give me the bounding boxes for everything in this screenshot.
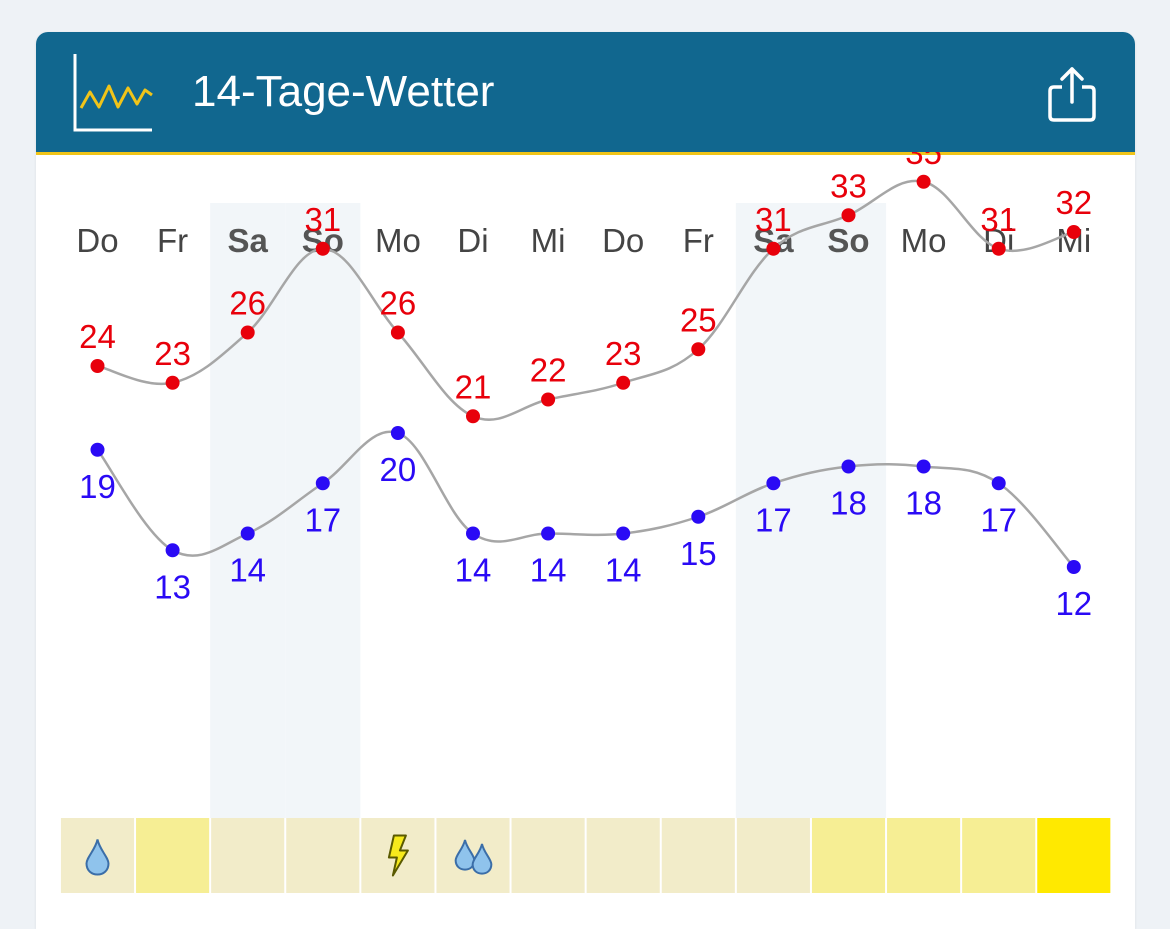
- max-temp-label: 21: [455, 368, 492, 405]
- min-temp-label: 17: [980, 501, 1017, 538]
- weather-cell: [211, 818, 285, 893]
- min-temp-label: 19: [79, 468, 116, 505]
- day-label: Fr: [683, 222, 714, 259]
- weekend-band: [735, 203, 811, 818]
- card-header: 14-Tage-Wetter: [36, 32, 1135, 155]
- min-temp-point: [691, 509, 706, 524]
- max-temp-point: [466, 409, 480, 424]
- max-temp-label: 23: [605, 335, 642, 372]
- min-temp-label: 18: [830, 485, 867, 522]
- min-temp-label: 17: [304, 501, 341, 538]
- max-temp-label: 22: [530, 352, 567, 389]
- max-temp-point: [691, 342, 706, 357]
- max-temp-point: [616, 375, 631, 390]
- max-temp-point: [916, 174, 931, 189]
- max-temp-point: [541, 392, 556, 407]
- weather-cell: [962, 818, 1036, 893]
- day-label: Fr: [157, 222, 188, 259]
- max-temp-point: [390, 325, 405, 340]
- max-temp-label: 31: [755, 201, 792, 238]
- max-temp-point: [240, 325, 255, 340]
- weekend-band: [285, 203, 361, 818]
- min-temp-point: [90, 442, 105, 457]
- day-label: Mo: [901, 222, 947, 259]
- raindrop-icon: [454, 839, 476, 871]
- max-temp-label: 26: [380, 285, 417, 322]
- min-temp-point: [616, 526, 631, 541]
- min-temp-point: [541, 526, 556, 541]
- max-temp-point: [90, 359, 105, 373]
- min-temp-point: [466, 526, 480, 541]
- weather-cell: [1037, 818, 1111, 893]
- min-temp-point: [240, 526, 255, 541]
- day-label: Do: [602, 222, 644, 259]
- max-temp-label: 26: [229, 285, 266, 322]
- min-temp-label: 14: [455, 552, 492, 589]
- max-temp-point: [165, 375, 180, 390]
- weekend-band: [810, 203, 887, 818]
- lightning-icon: [387, 834, 409, 877]
- day-label: Mo: [375, 222, 421, 259]
- min-temp-label: 14: [530, 552, 567, 589]
- temperature-chart: Do Fr Sa So Mo Di Mi Do Fr Sa So Mo Di Mi 24 232631262…: [60, 152, 1111, 893]
- min-temp-label: 13: [154, 568, 191, 605]
- max-temp-point: [841, 208, 856, 223]
- max-temp-label: 23: [154, 335, 191, 372]
- min-temp-label: 20: [380, 451, 417, 488]
- max-temp-point: [766, 241, 781, 256]
- max-temp-point: [315, 241, 330, 256]
- min-temp-point: [390, 426, 405, 440]
- weather-cell: [887, 818, 961, 893]
- share-icon[interactable]: [1046, 64, 1098, 124]
- page-title: 14-Tage-Wetter: [192, 67, 495, 116]
- min-temp-point: [991, 476, 1006, 491]
- weekend-band: [210, 203, 286, 818]
- weather-cell: [586, 818, 660, 893]
- weather-card: 14-Tage-Wetter Do Fr Sa So Mo Di Mi Do Fr Sa So Mo D…: [36, 32, 1135, 929]
- min-temp-point: [916, 459, 931, 474]
- min-temp-point: [165, 543, 180, 558]
- day-label: Do: [76, 222, 118, 259]
- min-temp-point: [1066, 560, 1081, 574]
- weather-cell: [736, 818, 810, 893]
- line-chart-icon: [73, 54, 153, 132]
- day-label: Sa: [228, 222, 269, 259]
- weather-cell: [511, 818, 585, 893]
- min-temp-label: 15: [680, 535, 717, 572]
- min-temp-label: 12: [1055, 585, 1092, 622]
- weather-cell: [136, 818, 210, 893]
- max-temp-point: [1066, 225, 1081, 239]
- weather-cell: [811, 818, 886, 893]
- min-temp-point: [315, 476, 330, 491]
- max-temp-label: 33: [830, 167, 867, 204]
- max-temp-label: 25: [680, 301, 717, 338]
- max-temp-label: 24: [79, 318, 116, 355]
- weather-cell: [286, 818, 360, 893]
- min-temp-point: [841, 459, 856, 474]
- raindrop-icon: [85, 839, 110, 876]
- max-temp-label: 32: [1055, 184, 1092, 221]
- max-temp-label: 35: [905, 152, 942, 171]
- raindrop-icon: [471, 843, 493, 875]
- min-temp-point: [766, 476, 781, 491]
- weather-cell: [661, 818, 735, 893]
- day-label: Di: [457, 222, 488, 259]
- min-temp-label: 14: [229, 552, 266, 589]
- day-label: Mi: [531, 222, 566, 259]
- max-temp-point: [991, 241, 1006, 256]
- max-temp-label: 31: [304, 201, 341, 238]
- day-label: So: [827, 222, 869, 259]
- min-temp-label: 17: [755, 501, 792, 538]
- max-temp-label: 31: [980, 201, 1017, 238]
- min-temp-label: 14: [605, 552, 642, 589]
- min-temp-label: 18: [905, 485, 942, 522]
- max-temp-line: [97, 179, 1075, 421]
